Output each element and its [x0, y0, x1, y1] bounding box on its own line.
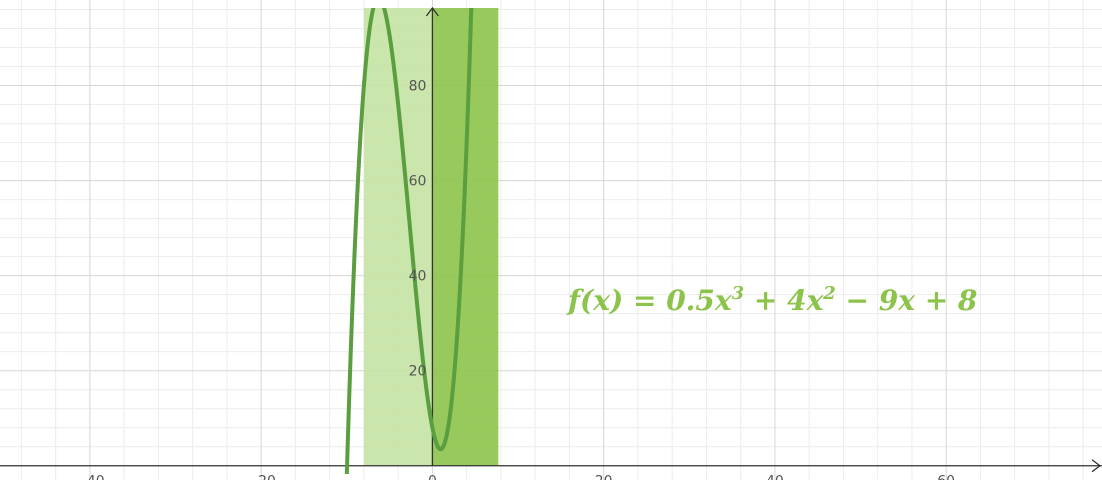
y-tick-label: 20 — [409, 364, 427, 380]
function-curve-1 — [344, 8, 474, 474]
x-tick-label: 20 — [595, 474, 613, 480]
formula-part-quadratic: + 4x — [744, 284, 823, 317]
formula-exponent-2: 2 — [822, 283, 836, 304]
x-tick-label: 40 — [766, 474, 784, 480]
formula-exponent-3: 3 — [732, 283, 745, 304]
y-tick-label: 40 — [409, 269, 427, 285]
y-tick-label: 80 — [409, 79, 427, 95]
y-tick-labels: 20 40 60 80 — [409, 79, 427, 380]
x-tick-label: 60 — [937, 474, 955, 480]
formula-part-rest: − 9x + 8 — [836, 284, 978, 317]
curve-layer — [344, 8, 474, 474]
y-tick-label: 60 — [409, 174, 427, 190]
function-annotation: f(x) = 0.5x3 + 4x2 − 9x + 8 — [566, 283, 977, 317]
shaded-region-2 — [432, 8, 499, 466]
shaded-regions — [363, 8, 499, 466]
axes — [0, 6, 1102, 473]
x-tick-label: −40 — [75, 474, 105, 480]
x-axis-arrow — [1091, 459, 1102, 473]
formula-part-lhs: f(x) = 0.5x — [566, 284, 732, 317]
shaded-region-1 — [363, 8, 433, 466]
x-tick-label: −20 — [246, 474, 276, 480]
x-tick-label: 0 — [428, 474, 437, 480]
x-tick-labels: −40 −20 0 20 40 60 — [75, 474, 955, 480]
y-axis-arrow — [425, 6, 439, 17]
